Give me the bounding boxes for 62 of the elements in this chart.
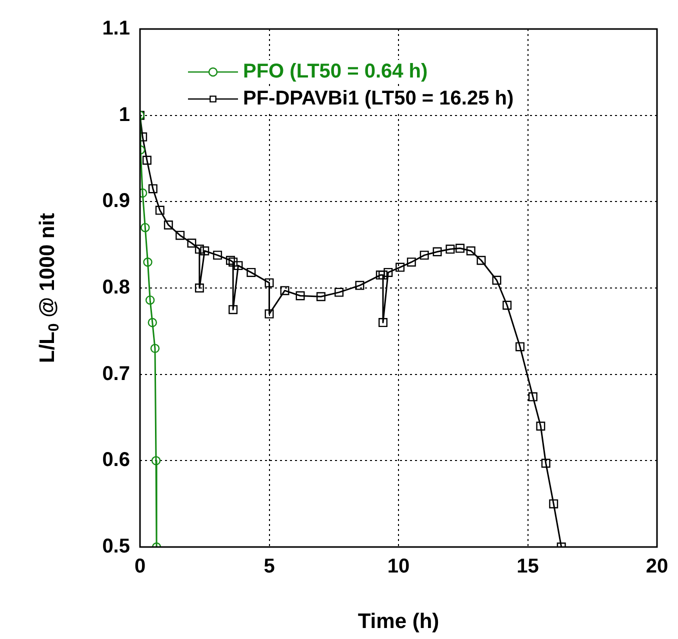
point xyxy=(502,300,512,310)
point xyxy=(355,280,364,290)
point xyxy=(432,247,442,256)
point xyxy=(164,220,173,230)
point xyxy=(155,206,164,215)
point xyxy=(176,230,185,240)
point xyxy=(476,256,486,265)
point xyxy=(420,250,429,260)
point xyxy=(140,222,150,232)
point xyxy=(296,291,305,300)
point xyxy=(536,422,546,431)
y-tick-label: 0.5 xyxy=(102,536,130,558)
point xyxy=(148,318,158,328)
y-tick-label: 1 xyxy=(118,104,130,126)
y-tick-label: 0.6 xyxy=(102,449,130,472)
point xyxy=(316,292,326,302)
point xyxy=(200,246,210,256)
point xyxy=(150,344,160,354)
point xyxy=(228,305,238,314)
point xyxy=(228,258,238,267)
point xyxy=(516,342,524,352)
point xyxy=(466,246,476,256)
point xyxy=(549,499,558,508)
x-tick-label: 10 xyxy=(387,556,410,578)
point xyxy=(151,456,161,466)
y-tick-label: 0.9 xyxy=(102,190,130,212)
point xyxy=(378,318,388,328)
point xyxy=(396,262,405,272)
point xyxy=(334,288,344,297)
x-tick-label: 15 xyxy=(516,556,539,578)
y-tick-label: 0.8 xyxy=(102,276,130,299)
x-tick-label: 20 xyxy=(646,556,668,578)
x-tick-label: 5 xyxy=(264,556,275,578)
point xyxy=(541,458,550,468)
point xyxy=(246,268,256,277)
y-tick-label: 0.7 xyxy=(102,362,130,385)
point xyxy=(528,392,538,402)
point xyxy=(142,156,152,165)
point xyxy=(280,286,290,296)
point xyxy=(264,278,274,288)
point xyxy=(456,244,465,253)
legend-label: PF-DPAVBi1 (LT50 = 16.25 h) xyxy=(243,88,514,110)
point xyxy=(376,270,385,280)
x-axis-title: Time (h) xyxy=(358,610,440,634)
point xyxy=(406,258,416,267)
point xyxy=(194,244,204,254)
point xyxy=(213,250,222,260)
point xyxy=(143,258,152,267)
point xyxy=(264,309,274,318)
x-tick-label: 0 xyxy=(134,556,146,578)
point xyxy=(384,268,393,277)
point xyxy=(145,295,155,305)
legend-label: PFO (LT50 = 0.64 h) xyxy=(243,60,428,83)
point xyxy=(234,261,243,270)
point xyxy=(226,256,235,265)
y-tick-label: 1.1 xyxy=(102,18,130,40)
point xyxy=(446,244,455,254)
point xyxy=(148,184,158,194)
point xyxy=(492,276,502,285)
point xyxy=(194,284,204,292)
point xyxy=(187,238,196,248)
y-axis-title: L/L0 @ 1000 nit xyxy=(36,212,62,364)
